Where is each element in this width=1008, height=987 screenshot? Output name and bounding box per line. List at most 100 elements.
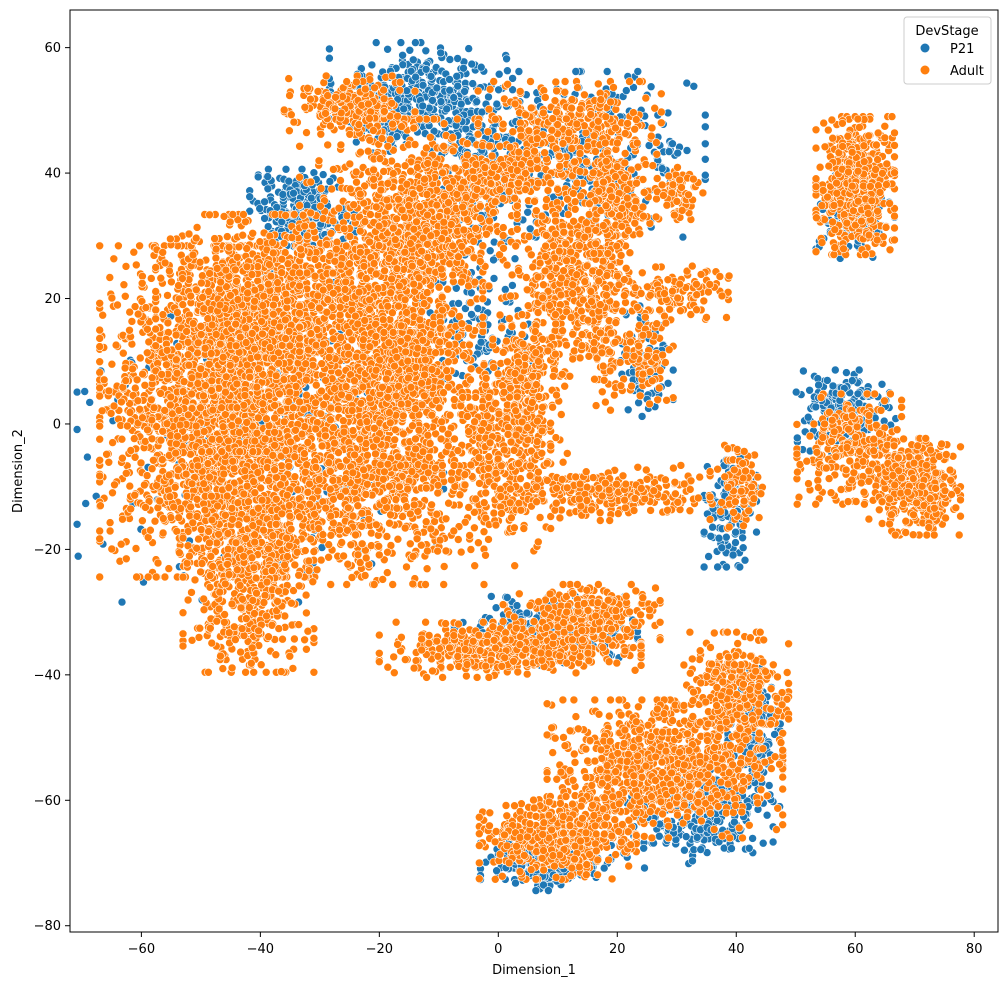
data-point xyxy=(164,564,174,573)
data-point xyxy=(854,365,864,375)
data-point xyxy=(464,44,474,53)
data-point xyxy=(700,170,710,180)
data-point xyxy=(511,878,520,888)
data-point xyxy=(316,555,326,565)
data-point xyxy=(453,54,462,63)
data-point xyxy=(153,558,163,568)
data-point xyxy=(722,562,731,572)
data-point xyxy=(735,562,745,572)
data-point xyxy=(73,551,83,561)
data-point xyxy=(83,452,92,462)
data-point xyxy=(405,45,415,55)
data-point xyxy=(109,254,119,264)
data-point xyxy=(599,863,609,873)
data-point xyxy=(791,387,801,397)
data-point xyxy=(140,380,150,390)
data-point xyxy=(131,383,140,393)
data-point xyxy=(692,833,702,842)
data-point xyxy=(197,525,206,534)
data-point xyxy=(95,368,104,377)
data-point xyxy=(472,97,482,106)
data-point xyxy=(396,38,406,47)
data-point xyxy=(485,246,495,255)
data-point xyxy=(522,608,532,618)
data-point xyxy=(713,562,722,572)
data-point xyxy=(432,83,442,93)
data-point xyxy=(143,572,153,582)
data-point xyxy=(122,554,131,564)
data-point xyxy=(445,75,454,84)
data-point xyxy=(411,38,420,47)
data-point xyxy=(682,146,692,155)
data-point xyxy=(399,104,409,114)
data-point xyxy=(181,397,190,407)
data-point xyxy=(854,399,864,408)
data-point xyxy=(799,366,808,376)
data-point xyxy=(688,856,697,866)
data-point xyxy=(473,304,483,313)
data-point xyxy=(325,177,335,186)
data-point xyxy=(311,398,320,408)
data-point xyxy=(132,375,142,385)
data-point xyxy=(468,79,478,88)
data-point xyxy=(174,513,183,522)
data-point xyxy=(113,300,122,310)
data-point xyxy=(486,592,496,601)
data-point xyxy=(156,273,166,283)
data-point xyxy=(500,285,510,294)
data-point xyxy=(114,241,123,251)
data-point xyxy=(494,69,504,79)
data-point xyxy=(325,53,334,63)
data-point xyxy=(371,38,381,47)
data-point xyxy=(571,67,581,76)
data-point xyxy=(877,379,887,389)
data-point xyxy=(421,46,431,56)
data-point xyxy=(316,409,326,419)
data-point xyxy=(727,844,736,853)
data-point xyxy=(764,781,774,790)
data-point xyxy=(135,241,144,251)
data-point xyxy=(318,170,328,179)
data-point xyxy=(263,184,273,194)
data-point xyxy=(242,418,251,427)
data-point xyxy=(147,395,156,405)
data-point xyxy=(668,365,678,375)
data-point xyxy=(125,481,135,491)
data-point xyxy=(502,54,511,64)
data-point xyxy=(828,381,838,391)
data-point xyxy=(748,834,757,843)
data-point xyxy=(728,550,738,560)
data-point xyxy=(664,147,674,156)
data-point xyxy=(673,148,683,158)
data-point xyxy=(814,380,823,390)
data-point xyxy=(436,97,446,106)
data-point xyxy=(654,831,664,841)
data-point xyxy=(467,310,476,319)
data-point xyxy=(460,87,469,96)
data-point xyxy=(216,339,225,349)
data-point xyxy=(117,434,127,444)
data-point xyxy=(476,337,486,347)
data-point xyxy=(762,810,772,820)
data-point xyxy=(523,208,533,217)
data-point xyxy=(467,59,477,69)
data-point xyxy=(245,192,254,201)
data-point xyxy=(449,93,459,102)
data-point xyxy=(476,62,486,72)
data-point xyxy=(459,63,468,73)
data-point xyxy=(428,96,437,105)
data-point xyxy=(105,526,115,536)
data-point xyxy=(281,165,291,174)
data-point xyxy=(531,886,541,895)
data-point xyxy=(502,593,512,602)
data-point xyxy=(131,544,141,553)
data-point xyxy=(853,389,863,399)
data-point xyxy=(95,334,104,343)
data-point xyxy=(284,176,294,186)
data-point xyxy=(706,531,716,541)
data-point xyxy=(263,172,273,181)
data-point xyxy=(696,845,706,854)
data-point xyxy=(663,378,673,388)
data-point xyxy=(111,340,121,350)
data-point xyxy=(264,165,273,174)
